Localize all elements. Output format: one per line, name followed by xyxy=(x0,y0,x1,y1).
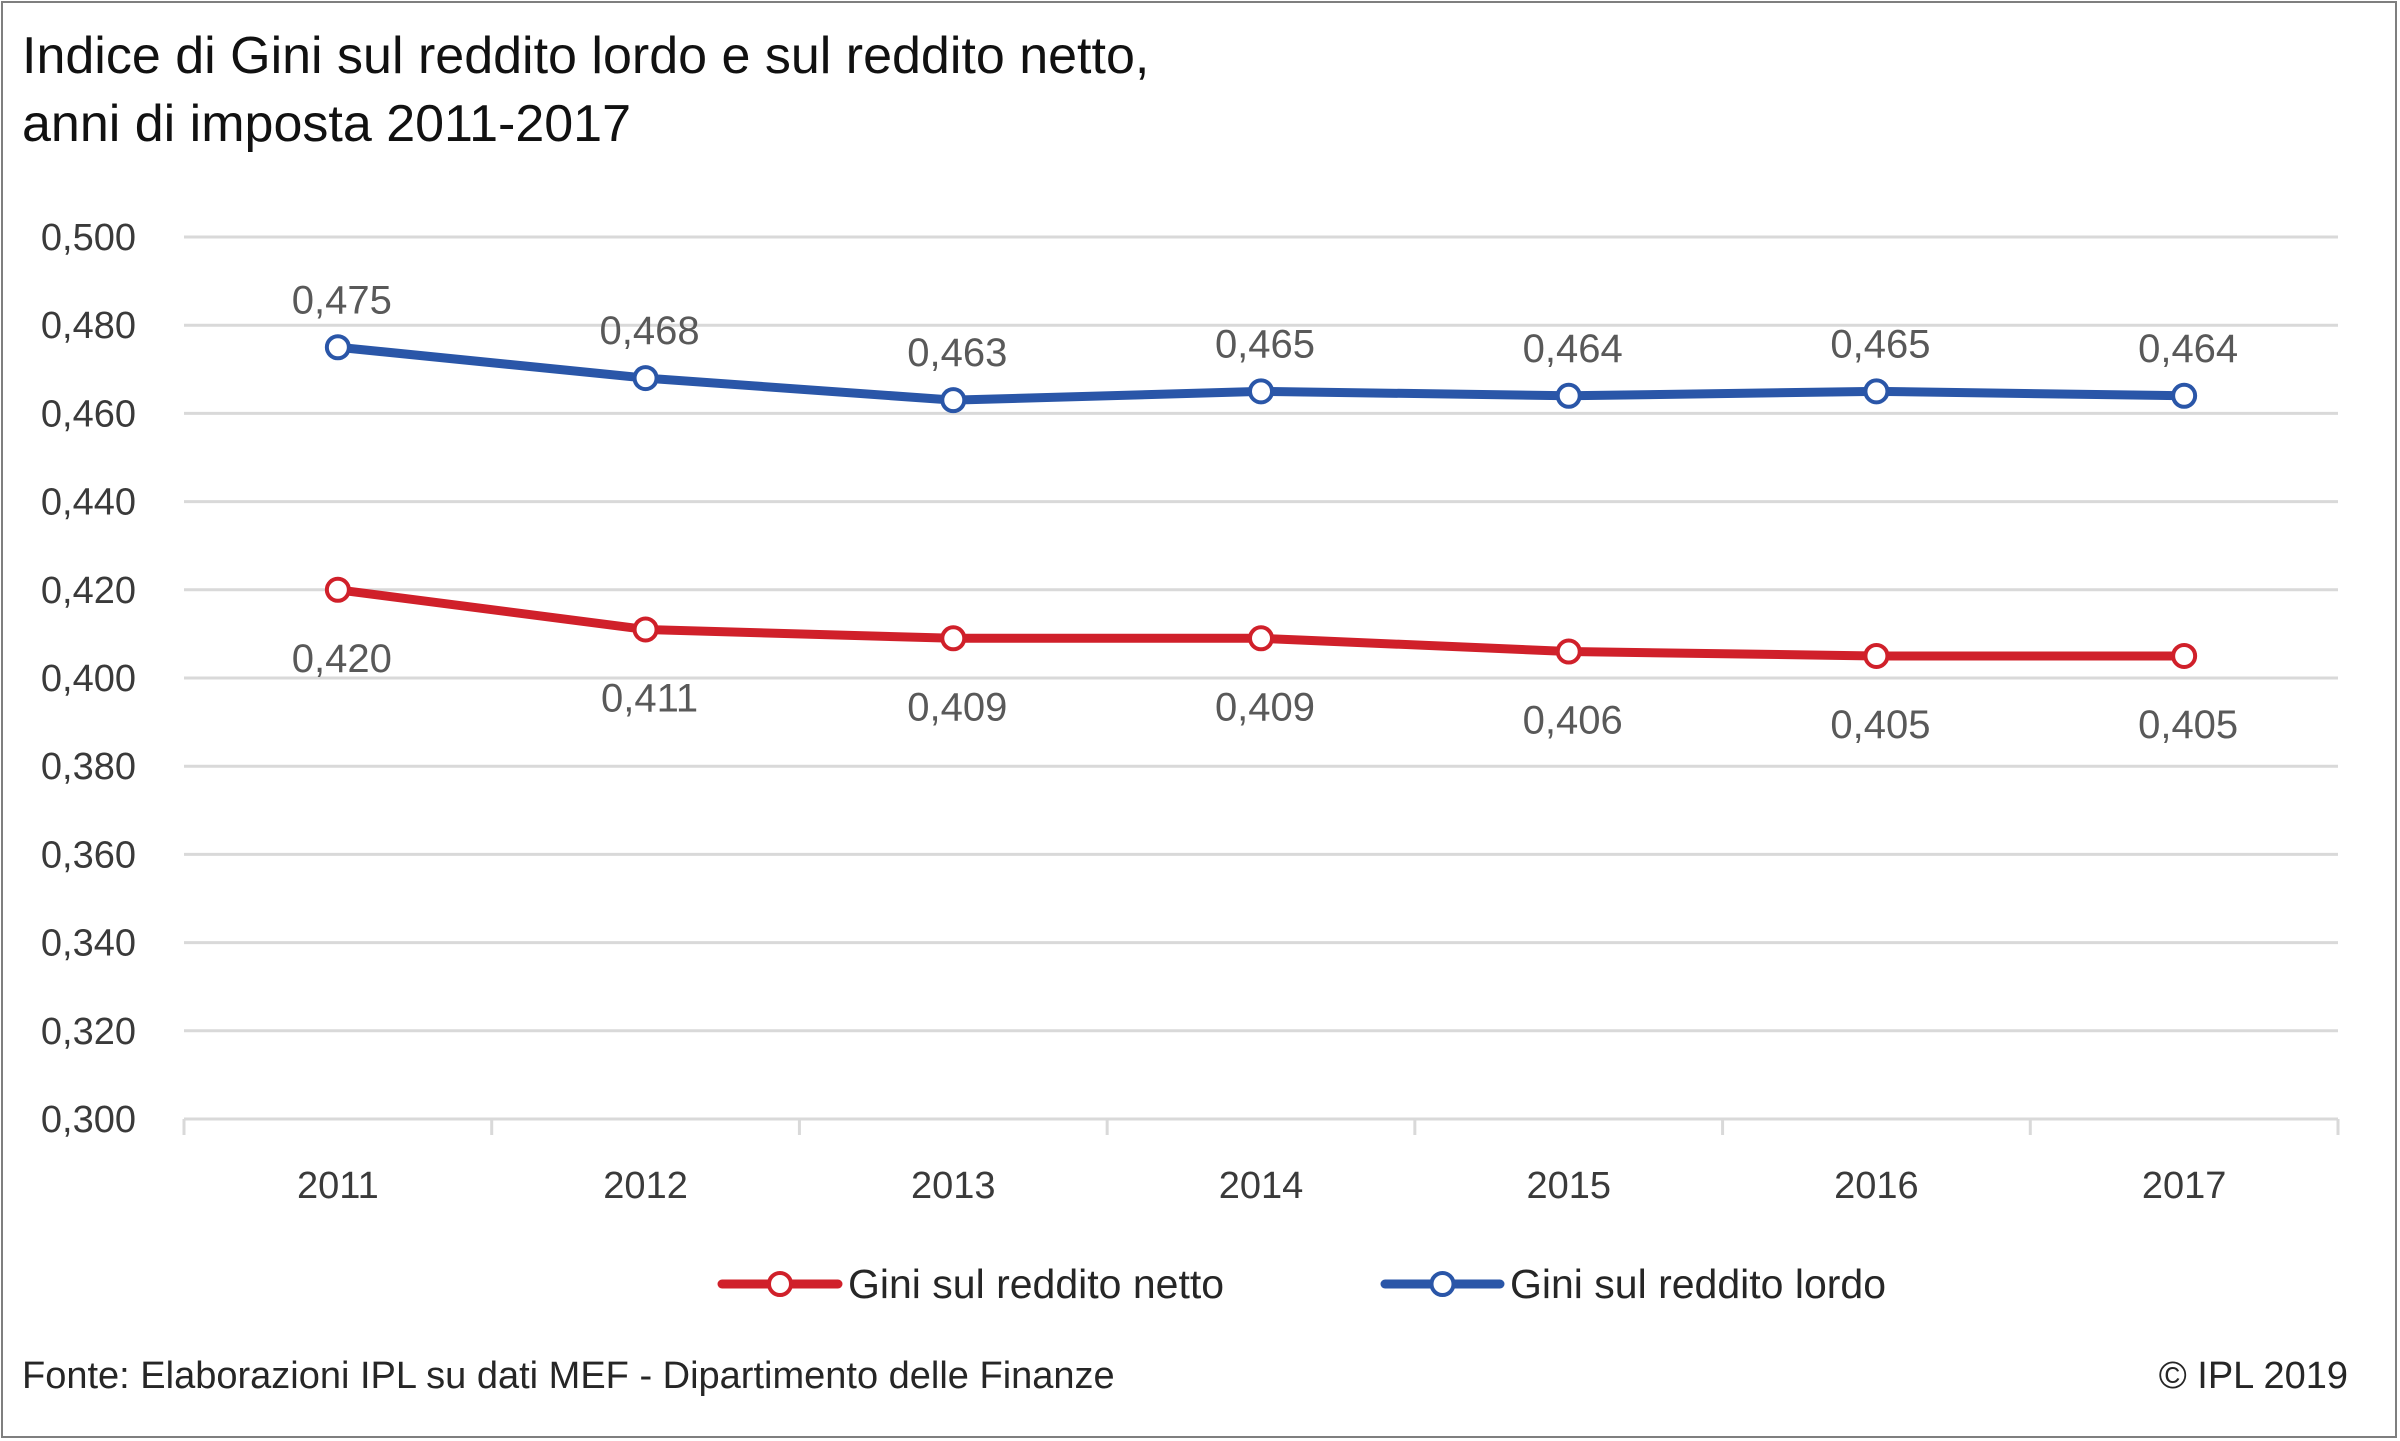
x-tick-label: 2013 xyxy=(911,1165,996,1207)
y-tick-label: 0,460 xyxy=(41,393,136,435)
y-tick-label: 0,340 xyxy=(41,923,136,965)
legend-swatch-marker xyxy=(1429,1271,1456,1297)
data-point xyxy=(1863,642,1890,669)
legend-swatch-marker xyxy=(767,1271,793,1297)
data-label: 0,409 xyxy=(907,685,1007,729)
y-tick-label: 0,400 xyxy=(41,658,136,700)
y-tick-label: 0,420 xyxy=(41,570,136,612)
data-label: 0,464 xyxy=(2138,327,2238,371)
data-point xyxy=(632,365,659,392)
data-point xyxy=(1248,378,1274,405)
y-tick-label: 0,320 xyxy=(41,1011,136,1053)
data-label: 0,411 xyxy=(601,676,698,720)
data-point xyxy=(324,576,351,603)
data-point xyxy=(940,625,967,652)
chart-title: Indice di Gini sul reddito lordo e sul r… xyxy=(22,22,1149,158)
copyright-note: © IPL 2019 xyxy=(2158,1355,2348,1397)
data-label: 0,409 xyxy=(1215,685,1315,729)
y-axis: 0,300 0,320 0,340 0,360 0,380 0,400 0,420 0,440… xyxy=(41,217,136,1141)
source-note: Fonte: Elaborazioni IPL su dati MEF - Di… xyxy=(22,1355,1115,1397)
y-tick-label: 0,380 xyxy=(41,746,136,788)
legend-label: Gini sul reddito lordo xyxy=(1510,1261,1886,1307)
data-label: 0,405 xyxy=(1830,703,1930,747)
legend-label: Gini sul reddito netto xyxy=(848,1261,1224,1307)
x-tick-label: 2012 xyxy=(603,1165,688,1207)
data-point xyxy=(324,334,351,361)
x-tick-label: 2015 xyxy=(1526,1165,1611,1207)
data-label: 0,405 xyxy=(2138,703,2238,747)
data-label: 0,468 xyxy=(600,309,700,353)
y-tick-label: 0,500 xyxy=(41,217,136,259)
x-tick-label: 2016 xyxy=(1834,1165,1919,1207)
grid-lines xyxy=(184,235,2338,1033)
data-label: 0,463 xyxy=(907,331,1007,375)
y-tick-label: 0,300 xyxy=(41,1099,136,1141)
data-point xyxy=(1248,625,1274,652)
x-axis: 2011 2012 2013 2014 2015 2016 2017 xyxy=(182,1117,2340,1207)
data-point xyxy=(1555,382,1582,409)
data-point xyxy=(2171,382,2198,409)
data-label: 0,464 xyxy=(1523,327,1623,371)
chart-title-line2: anni di imposta 2011-2017 xyxy=(22,95,632,153)
legend: Gini sul reddito netto Gini sul reddito l… xyxy=(717,1261,1886,1307)
y-tick-label: 0,440 xyxy=(41,482,136,524)
data-label: 0,475 xyxy=(292,278,392,322)
data-point xyxy=(1555,638,1582,665)
y-tick-label: 0,360 xyxy=(41,834,136,876)
data-point xyxy=(2171,642,2198,669)
data-point xyxy=(1863,378,1890,405)
data-label: 0,420 xyxy=(292,637,392,681)
data-point xyxy=(632,616,659,643)
data-label: 0,465 xyxy=(1830,322,1930,366)
data-point xyxy=(940,387,967,414)
x-tick-label: 2017 xyxy=(2142,1165,2227,1207)
series-group: 0,420 0,411 0,409 0,409 0,406 0,405 0,405 0,475… xyxy=(292,278,2238,747)
data-label: 0,406 xyxy=(1523,699,1623,743)
y-tick-label: 0,480 xyxy=(41,305,136,347)
data-label: 0,465 xyxy=(1215,322,1315,366)
chart-title-line1: Indice di Gini sul reddito lordo e sul r… xyxy=(22,27,1150,85)
x-tick-label: 2014 xyxy=(1219,1165,1304,1207)
x-tick-label: 2011 xyxy=(297,1165,379,1207)
